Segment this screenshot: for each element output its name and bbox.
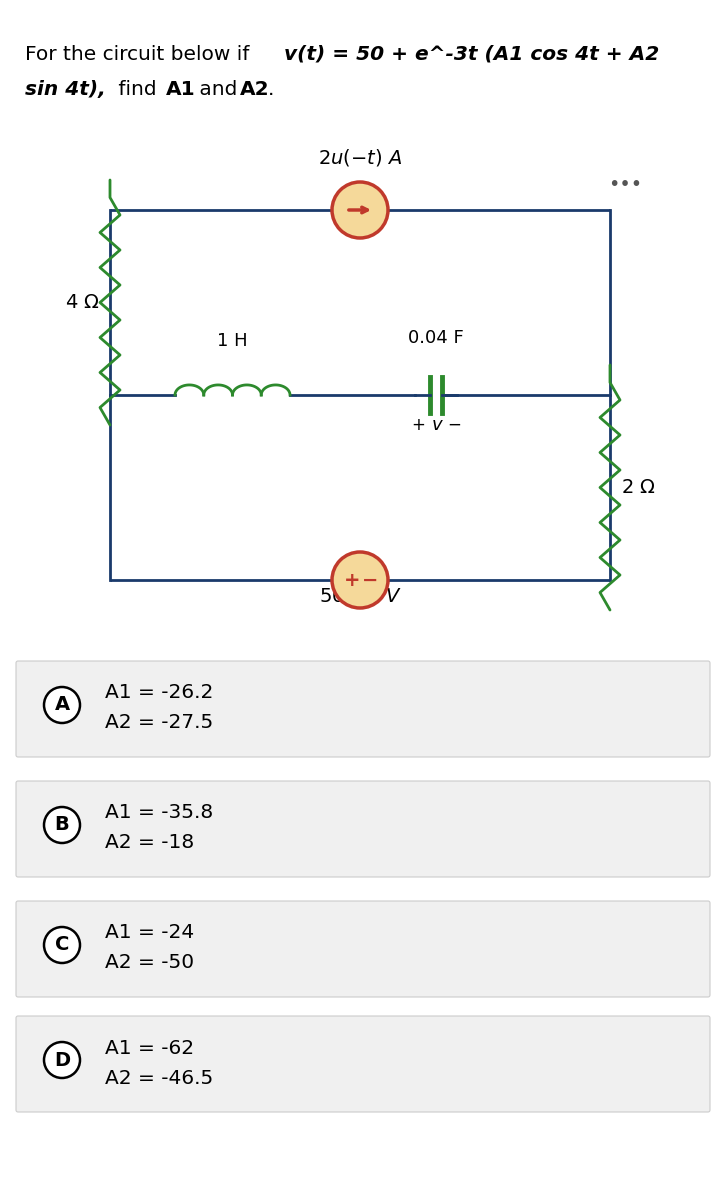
Text: D: D: [54, 1051, 70, 1070]
FancyBboxPatch shape: [16, 1016, 710, 1112]
Text: B: B: [55, 816, 69, 835]
Text: A1 = -35.8: A1 = -35.8: [105, 804, 213, 823]
FancyBboxPatch shape: [16, 901, 710, 997]
Text: find: find: [112, 80, 163, 99]
Circle shape: [332, 552, 388, 608]
Text: $50u(t)$ V: $50u(t)$ V: [319, 585, 401, 607]
Text: $2u(-t)$ A: $2u(-t)$ A: [318, 147, 402, 168]
Text: A1 = -26.2: A1 = -26.2: [105, 683, 213, 702]
Text: A2 = -50: A2 = -50: [105, 954, 194, 972]
Circle shape: [44, 1042, 80, 1078]
Text: $v$: $v$: [431, 416, 444, 433]
Text: +: +: [343, 571, 360, 590]
Text: A2 = -18: A2 = -18: [105, 833, 194, 853]
Text: For the circuit below if: For the circuit below if: [25, 45, 256, 64]
Text: .: .: [268, 80, 274, 99]
Text: A1 = -62: A1 = -62: [105, 1039, 194, 1058]
Text: A: A: [55, 695, 70, 714]
Circle shape: [332, 181, 388, 238]
Text: •••: •••: [608, 176, 642, 195]
Text: 0.04 F: 0.04 F: [408, 330, 464, 347]
Circle shape: [44, 927, 80, 964]
Text: 4 $\Omega$: 4 $\Omega$: [65, 293, 99, 312]
Text: A1: A1: [166, 80, 196, 99]
Text: A2: A2: [240, 80, 269, 99]
FancyBboxPatch shape: [16, 661, 710, 757]
Text: C: C: [55, 936, 69, 954]
Text: 1 H: 1 H: [217, 332, 248, 350]
Text: sin 4t),: sin 4t),: [25, 80, 106, 99]
Text: +: +: [411, 416, 425, 433]
Text: A2 = -27.5: A2 = -27.5: [105, 714, 213, 732]
Text: A1 = -24: A1 = -24: [105, 923, 194, 942]
Text: v(t) = 50 + e^-3t (A1 cos 4t + A2: v(t) = 50 + e^-3t (A1 cos 4t + A2: [284, 45, 660, 64]
Circle shape: [44, 807, 80, 843]
Text: 2 $\Omega$: 2 $\Omega$: [621, 478, 655, 497]
Text: and: and: [193, 80, 244, 99]
Text: −: −: [362, 571, 378, 590]
Text: A2 = -46.5: A2 = -46.5: [105, 1069, 213, 1088]
Text: −: −: [447, 416, 461, 433]
Circle shape: [44, 687, 80, 724]
FancyBboxPatch shape: [16, 781, 710, 878]
